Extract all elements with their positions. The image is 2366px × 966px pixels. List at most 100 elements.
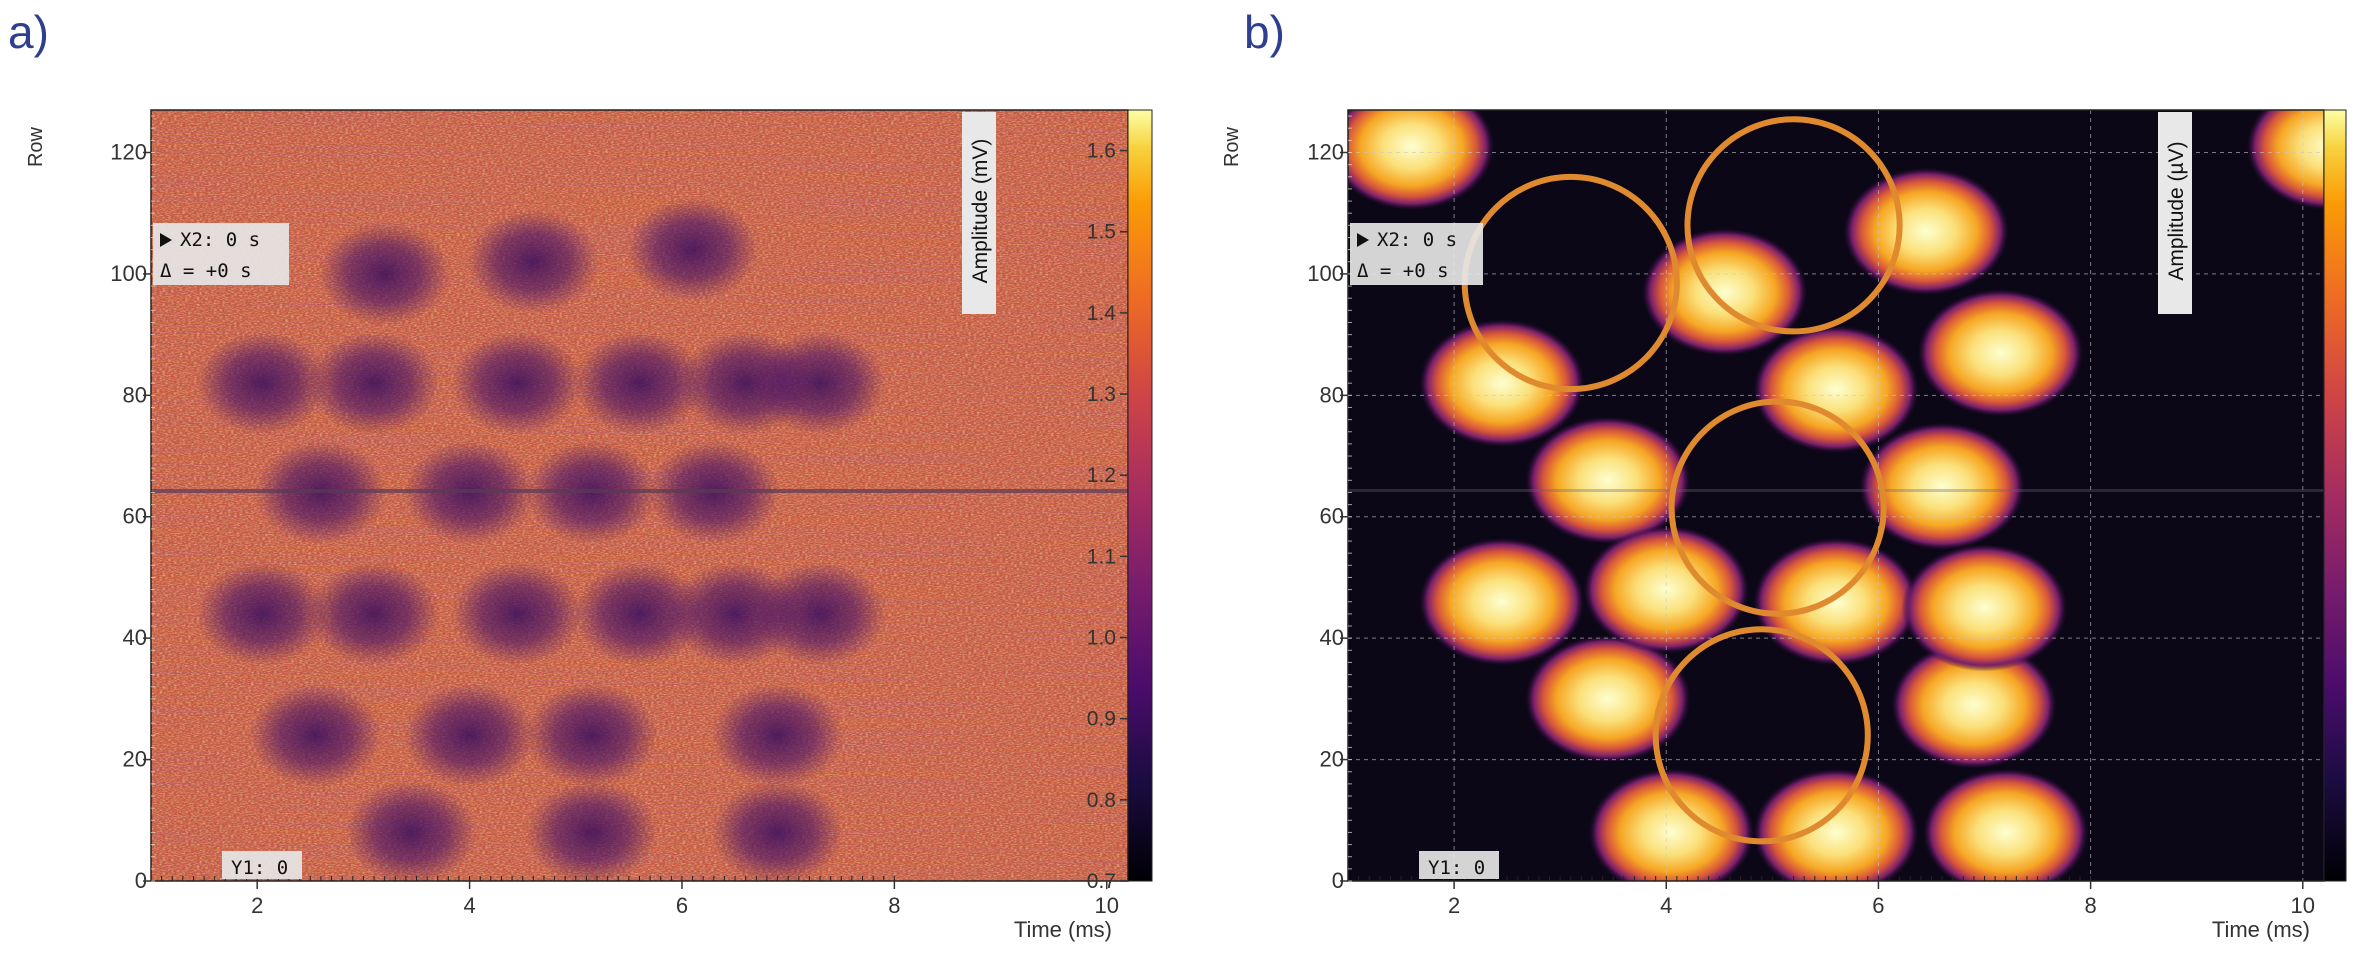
panel-b-artifact-line [1348,489,2324,492]
heatmap-spot [1753,325,1919,454]
heatmap-spot [525,780,658,881]
heatmap-spot [626,198,759,302]
heatmap-spot [451,331,584,435]
y-tick-label: 0 [135,868,147,893]
x-tick-label: 4 [463,893,475,918]
y-tick-label: 80 [123,382,147,407]
heatmap-spot [1641,228,1808,356]
heatmap-spot [1525,635,1691,763]
x-tick-label: 6 [1872,893,1884,918]
y-tick-label: 0 [1332,868,1344,893]
y-tick-label: 100 [1307,261,1344,286]
panel-a-cursor-readout[interactable]: X2: 0 s Δ = +0 s [153,223,289,285]
heatmap-spot [1917,289,2084,417]
heatmap-spot [196,331,329,435]
heatmap-spot [711,683,844,787]
x-tick-label: 2 [1448,893,1460,918]
x-tick-label: 4 [1660,893,1672,918]
panel-a-y-axis: 0 20 40 60 80 100 120 [110,115,155,893]
heatmap-spot [318,222,451,326]
panel-b-cursor-readout[interactable]: X2: 0 s Δ = +0 s [1350,223,1483,285]
missing-spot-circle [1652,626,1871,845]
panel-b-cursor-y-box [1419,851,1499,879]
heatmap-spot [1525,416,1691,545]
y-tick-label: 20 [123,747,147,772]
heatmap-spot [711,780,844,881]
panel-b-colorbar-title: Amplitude (µV) [2158,112,2192,314]
panel-a-label: a) [8,6,49,58]
x-tick-label: 8 [888,893,900,918]
panel-a-colorbar [1127,109,1153,882]
y-tick-label: 60 [123,504,147,529]
colorbar-tick-label: 1.3 [1087,383,1116,406]
y-tick-label: 100 [110,261,147,286]
panel-b-cursor-y-label: Y1: 0 [1428,857,1485,879]
y-tick-label: 120 [1307,139,1344,164]
panel-b-grid [1348,110,2324,881]
colorbar-tick-label: 1.1 [1087,545,1116,568]
x-tick-label: 2 [251,893,263,918]
panel-b-y-axis: 0 20 40 60 80 100 120 [1307,115,1352,893]
missing-spot-circle [1668,398,1887,617]
panel-b-cursor-y[interactable]: Y1: 0 [1419,851,1499,879]
cursor-arrow-icon[interactable] [160,233,172,247]
panel-b-label: b) [1244,6,1285,58]
colorbar-tick-label: 0.7 [1087,870,1116,893]
heatmap-spot [1753,768,1919,881]
heatmap-spot [573,331,706,435]
panel-b-cursor-box [1350,223,1483,285]
panel-b-xlabel: Time (ms) [2212,917,2310,942]
colorbar-tick-label: 1.6 [1087,140,1116,163]
colorbar-tick-label: 1.4 [1087,302,1117,325]
panel-a-cursor-delta: Δ = +0 s [160,260,252,282]
panel-b-spots [1348,110,2324,881]
heatmap-spot [1753,537,1919,666]
panel-b-colorbar [2323,109,2347,882]
heatmap-spot [345,780,478,881]
heatmap-spot [1859,422,2025,551]
heatmap-spot [249,683,382,787]
y-tick-label: 40 [1320,625,1344,650]
heatmap-spot [754,331,886,435]
panel-a-colorbar-title-box [962,112,996,314]
heatmap-spot [525,683,658,787]
y-tick-label: 80 [1320,382,1344,407]
heatmap-spot [1583,525,1750,654]
heatmap-spot [1901,544,2068,672]
heatmap-spot [196,562,329,666]
panel-a-cursor-y-label: Y1: 0 [231,857,288,879]
y-tick-label: 40 [123,625,147,650]
panel-a-cursor-y[interactable]: Y1: 0 [222,851,302,879]
panel-b-cursor-x: X2: 0 s [1377,229,1457,251]
panel-a-artifact-line [151,489,1128,493]
panel-b-ylabel: Row [1221,126,1243,167]
colorbar-tick-label: 0.9 [1087,708,1116,731]
heatmap-spot [467,210,600,314]
heatmap-spot [1419,319,1585,447]
heatmap-spot [754,562,886,666]
panel-b-heatmap [1348,110,2324,881]
heatmap-spot [1843,167,2009,296]
heatmap-spot [573,562,706,666]
heatmap-spot [1348,110,1495,211]
heatmap-spot [1588,768,1755,881]
heatmap-spot [1419,537,1585,666]
x-tick-label: 10 [2291,893,2315,918]
cursor-arrow-icon[interactable] [1357,233,1369,247]
colorbar-tick-label: 0.8 [1087,789,1116,812]
panel-a-cursor-y-box [222,851,302,879]
heatmap-spot [403,683,536,787]
colorbar-tick-label: 1.5 [1087,221,1116,244]
x-tick-label: 10 [1095,893,1119,918]
heatmap-spot [1891,641,2057,769]
x-tick-label: 6 [676,893,688,918]
heatmap-spot [1923,768,2089,881]
panel-a-cursor-x: X2: 0 s [180,229,260,251]
panel-a-x-axis: 2 4 6 8 10 [150,876,1119,918]
panel-a-cursor-box [153,223,289,285]
x-tick-label: 8 [2084,893,2096,918]
heatmap-spot [308,562,440,666]
heatmap-spot [451,562,584,666]
panel-b-x-axis: 2 4 6 8 10 [1347,876,2315,918]
